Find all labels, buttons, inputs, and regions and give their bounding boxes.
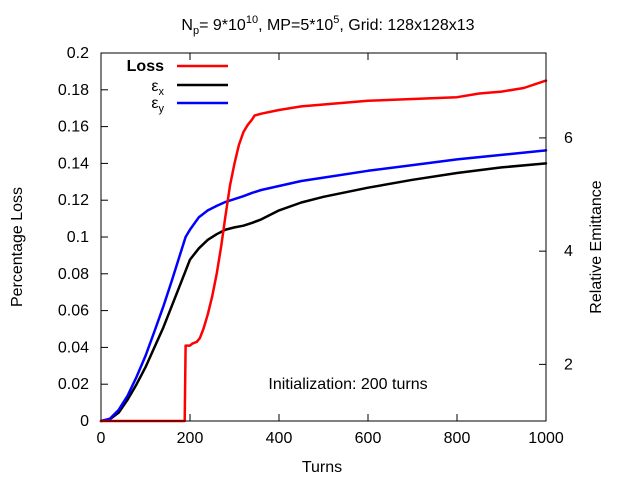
series-layer (99, 79, 548, 423)
x-tick-label: 800 (444, 430, 471, 447)
y-left-tick-label: 0.02 (58, 376, 89, 393)
x-tick-label: 200 (177, 430, 204, 447)
y-left-tick-label: 0.1 (67, 229, 89, 246)
legend-label-ex: εx (151, 78, 164, 98)
x-axis-label: Turns (302, 459, 342, 476)
y-left-tick-label: 0 (80, 413, 89, 430)
tick-layer: 0 200 400 600 800 1000 0 0.02 0.04 0.06 0.08 0.1 0.1… (58, 45, 573, 447)
legend-label-loss: Loss (127, 58, 164, 75)
title-grid: , Grid: 128x128x13 (339, 17, 474, 34)
legend-ex-symbol: ε (151, 78, 158, 95)
y-axis-right-label: Relative Emittance (588, 180, 605, 313)
y-right-tick-label: 4 (564, 243, 573, 260)
title-mp-exp: 5 (333, 14, 339, 26)
x-tick-label: 400 (266, 430, 293, 447)
legend-label-ey: εy (151, 95, 164, 115)
title-np-label: N (181, 17, 193, 34)
y-left-tick-label: 0.18 (58, 82, 89, 99)
legend-ex-sub: x (159, 86, 165, 98)
x-tick-label: 600 (355, 430, 382, 447)
y-left-tick-label: 0.04 (58, 339, 89, 356)
x-tick-label: 1000 (528, 430, 564, 447)
title-mp-value: , MP=5*10 (258, 17, 333, 34)
y-left-tick-label: 0.14 (58, 155, 89, 172)
x-tick-label: 0 (97, 430, 106, 447)
y-left-tick-label: 0.08 (58, 266, 89, 283)
y-right-tick-label: 6 (564, 130, 573, 147)
y-left-tick-label: 0.16 (58, 119, 89, 136)
plot-frame (100, 52, 547, 422)
series-line-emittance-x (99, 162, 548, 423)
series-line-emittance-y (99, 149, 548, 423)
legend: Loss εx εy (127, 58, 228, 115)
title-np-exp: 10 (246, 14, 258, 26)
annotation-initialization: Initialization: 200 turns (268, 376, 427, 393)
title-np-value: = 9*10 (199, 17, 246, 34)
y-left-tick-label: 0.12 (58, 192, 89, 209)
y-axis-left-label: Percentage Loss (9, 187, 26, 307)
title-np-sub: p (193, 25, 199, 37)
chart-title: Np= 9*1010, MP=5*105, Grid: 128x128x13 (181, 14, 474, 37)
y-right-tick-label: 2 (564, 356, 573, 373)
y-left-tick-label: 0.06 (58, 303, 89, 320)
legend-ey-sub: y (159, 103, 165, 115)
series-line-loss (99, 79, 548, 423)
y-left-tick-label: 0.2 (67, 45, 89, 62)
legend-ey-symbol: ε (151, 95, 158, 112)
